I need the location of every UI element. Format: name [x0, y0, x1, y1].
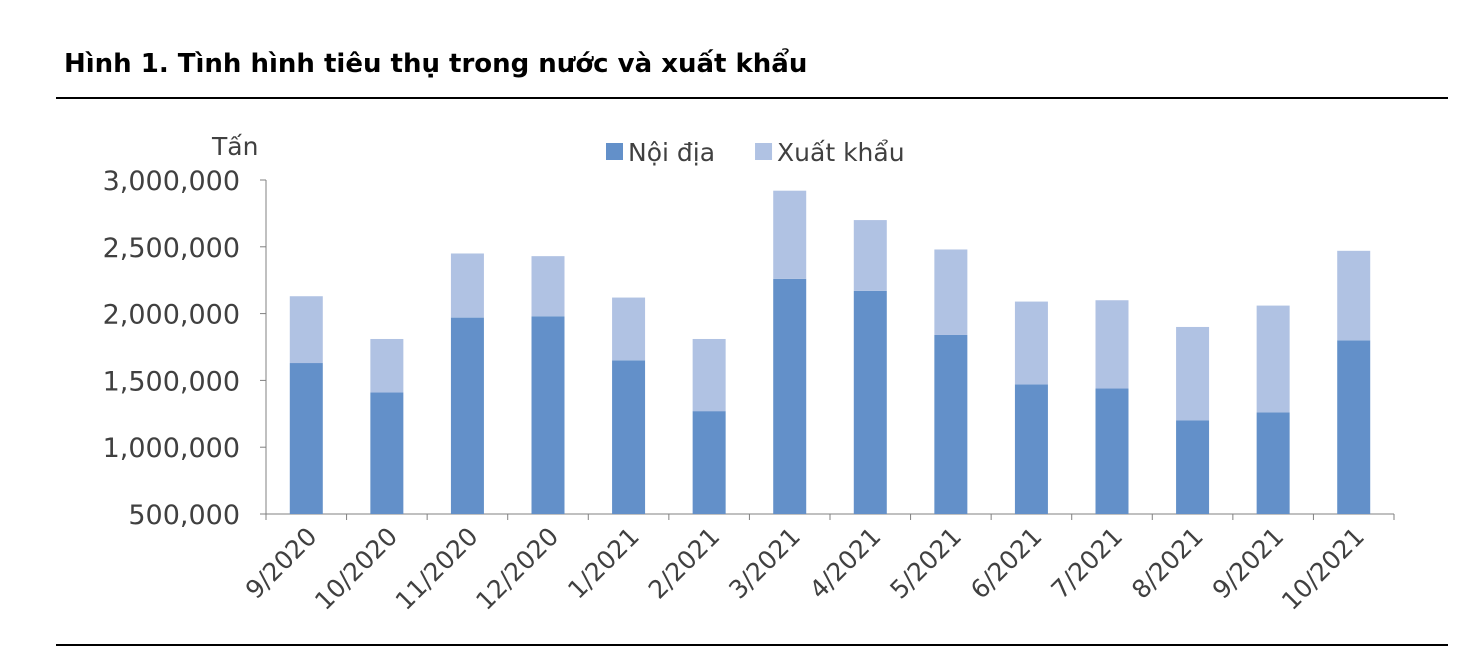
legend-swatch: [606, 143, 623, 160]
x-tick-label: 7/2021: [1046, 522, 1129, 605]
bar-segment: [370, 338, 404, 393]
bar-segment: [1256, 305, 1290, 413]
bar-segment: [1337, 340, 1371, 514]
bar-segment: [370, 392, 404, 514]
x-tick-label: 6/2021: [965, 522, 1048, 605]
bar-segment: [773, 190, 807, 279]
x-tick-label: 4/2021: [804, 522, 887, 605]
x-tick-label: 12/2020: [470, 522, 564, 616]
y-tick-label: 2,000,000: [103, 300, 240, 331]
bar-segment: [531, 256, 565, 317]
bar-segment: [289, 296, 323, 364]
bar-segment: [1176, 420, 1210, 514]
y-tick-label: 2,500,000: [103, 233, 240, 264]
bar-segment: [773, 278, 807, 514]
y-tick-label: 500,000: [128, 500, 240, 531]
y-tick-label: 3,000,000: [103, 166, 240, 197]
y-tick-label: 1,000,000: [103, 433, 240, 464]
x-tick-label: 8/2021: [1126, 522, 1209, 605]
x-tick-label: 5/2021: [884, 522, 967, 605]
x-tick-label: 11/2020: [390, 522, 484, 616]
x-tick-label: 10/2021: [1276, 522, 1370, 616]
bar-segment: [531, 316, 565, 514]
bar-segment: [1095, 388, 1129, 514]
legend-label: Nội địa: [628, 138, 715, 167]
x-tick-label: 2/2021: [643, 522, 726, 605]
legend-swatch: [755, 143, 773, 160]
bar-segment: [692, 411, 726, 514]
bar-segment: [289, 363, 323, 514]
bar-segment: [612, 297, 646, 361]
x-tick-label: 9/2020: [240, 522, 323, 605]
x-tick-label: 9/2021: [1207, 522, 1290, 605]
bar-segment: [853, 220, 887, 291]
bar-segment: [612, 360, 646, 514]
x-tick-label: 1/2021: [562, 522, 645, 605]
bar-segment: [1095, 300, 1129, 389]
y-axis-label: Tấn: [211, 132, 258, 161]
bar-segment: [1176, 326, 1210, 421]
chart-title: Hình 1. Tình hình tiêu thụ trong nước và…: [64, 46, 807, 79]
bar-segment: [450, 253, 484, 318]
y-tick-label: 1,500,000: [103, 366, 240, 397]
bar-segment: [450, 317, 484, 514]
x-tick-label: 3/2021: [723, 522, 806, 605]
bar-segment: [1014, 301, 1048, 385]
x-tick-label: 10/2020: [309, 522, 403, 616]
bar-segment: [853, 290, 887, 514]
bar-segment: [934, 249, 968, 335]
bar-segment: [934, 334, 968, 514]
bar-segment: [1256, 412, 1290, 514]
bar-segment: [1337, 250, 1371, 341]
bar-segment: [1014, 384, 1048, 514]
legend-label: Xuất khẩu: [777, 138, 905, 167]
bar-segment: [692, 338, 726, 412]
